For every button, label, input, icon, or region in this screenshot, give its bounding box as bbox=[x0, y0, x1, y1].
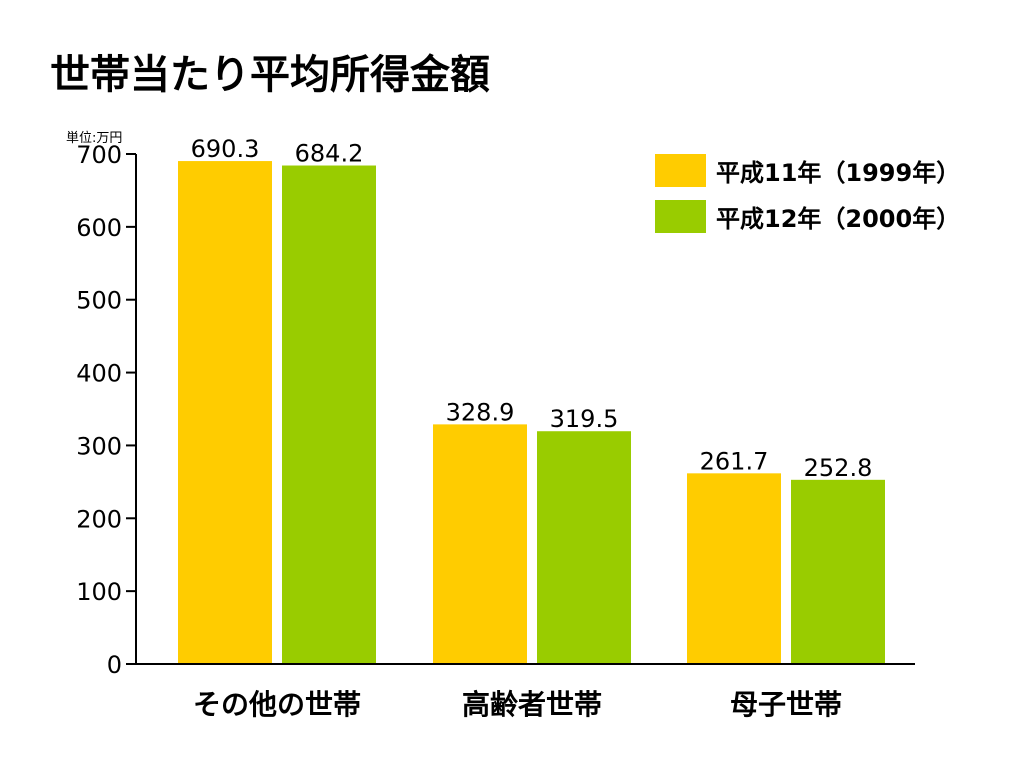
y-tick-label: 200 bbox=[76, 505, 122, 533]
value-labels: 690.3 684.2 328.9 319.5 261.7 252.8 bbox=[191, 135, 873, 482]
x-category-label: 母子世帯 bbox=[730, 688, 842, 721]
bar bbox=[178, 161, 272, 664]
bar bbox=[791, 479, 885, 664]
y-tick-label: 100 bbox=[76, 578, 122, 606]
value-label: 328.9 bbox=[446, 398, 515, 426]
value-label: 319.5 bbox=[550, 405, 619, 433]
y-tick-label: 300 bbox=[76, 432, 122, 460]
x-axis: その他の世帯 高齢者世帯 母子世帯 bbox=[136, 663, 915, 721]
y-tick-label: 400 bbox=[76, 360, 122, 388]
chart-title: 世帯当たり平均所得金額 bbox=[50, 52, 490, 98]
legend-swatch bbox=[655, 154, 706, 187]
y-tick-label: 700 bbox=[76, 141, 122, 169]
value-label: 684.2 bbox=[295, 140, 364, 168]
legend: 平成11年（1999年） 平成12年（2000年） bbox=[655, 154, 960, 233]
legend-label: 平成12年（2000年） bbox=[716, 205, 960, 233]
bar bbox=[537, 431, 631, 664]
legend-label: 平成11年（1999年） bbox=[716, 159, 960, 187]
value-label: 261.7 bbox=[700, 447, 769, 475]
x-category-label: その他の世帯 bbox=[193, 688, 361, 721]
bar bbox=[687, 473, 781, 664]
value-label: 690.3 bbox=[191, 135, 260, 163]
legend-swatch bbox=[655, 200, 706, 233]
bar bbox=[433, 424, 527, 664]
y-tick-label: 0 bbox=[107, 651, 122, 679]
y-tick-label: 500 bbox=[76, 287, 122, 315]
y-tick-label: 600 bbox=[76, 214, 122, 242]
bars bbox=[178, 161, 885, 665]
y-axis: 0 100 200 300 400 500 600 700 bbox=[76, 141, 137, 679]
unit-label: 単位:万円 bbox=[66, 130, 122, 146]
value-label: 252.8 bbox=[804, 454, 873, 482]
x-category-label: 高齢者世帯 bbox=[462, 688, 602, 721]
bar bbox=[282, 165, 376, 665]
